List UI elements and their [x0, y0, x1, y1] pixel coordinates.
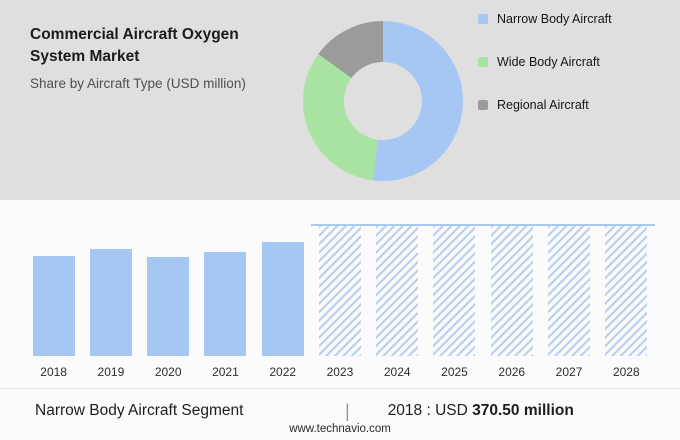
x-axis-label: 2027 [555, 365, 583, 379]
legend-label: Narrow Body Aircraft [497, 12, 612, 26]
forecast-top-line [311, 224, 655, 226]
title-block: Commercial Aircraft Oxygen System Market… [30, 24, 292, 91]
x-axis-label: 2024 [383, 365, 411, 379]
value-unit: million [523, 402, 574, 419]
x-axis-label: 2023 [326, 365, 354, 379]
forecast-bar [605, 226, 648, 356]
forecast-bar [548, 226, 591, 356]
x-axis-label: 2020 [154, 365, 182, 379]
value-bar [147, 257, 190, 356]
bar-column [254, 226, 311, 356]
value-bar [89, 249, 132, 356]
x-axis-label: 2028 [612, 365, 640, 379]
value-bar [32, 255, 75, 356]
forecast-bar [490, 226, 533, 356]
x-axis-label: 2022 [269, 365, 297, 379]
x-axis-label: 2019 [97, 365, 125, 379]
bar-column [598, 226, 655, 356]
bar-column [426, 226, 483, 356]
legend-item: Wide Body Aircraft [478, 55, 612, 69]
bar-column [140, 226, 197, 356]
legend-label: Regional Aircraft [497, 98, 589, 112]
bar-chart: 2018 2019 2020 2021 2022 2023 2024 2025 2026 2027… [25, 224, 655, 379]
pipe-separator: | [345, 400, 350, 421]
chart-legend: Narrow Body Aircraft Wide Body Aircraft Re… [478, 12, 612, 141]
bar-column [311, 226, 368, 356]
segment-value: 2018 : USD 370.50 million [388, 402, 574, 420]
summary-divider [0, 388, 680, 389]
bar-chart-panel: 2018 2019 2020 2021 2022 2023 2024 2025 2026 2027… [0, 200, 680, 440]
x-axis-label: 2025 [441, 365, 468, 379]
bar-plot-area [25, 224, 655, 356]
value-number: 370.50 [472, 402, 520, 419]
page-title: Commercial Aircraft Oxygen System Market [30, 26, 239, 66]
bar-column [369, 226, 426, 356]
value-prefix: 2018 : USD [387, 402, 468, 419]
legend-swatch-icon [478, 14, 488, 24]
forecast-bar [376, 226, 419, 356]
forecast-bar [433, 226, 476, 356]
x-axis-label: 2026 [498, 365, 526, 379]
forecast-bar [318, 226, 361, 356]
page-subtitle: Share by Aircraft Type (USD million) [30, 75, 246, 91]
x-axis-label: 2021 [212, 365, 239, 379]
legend-swatch-icon [478, 57, 488, 67]
donut-hole [344, 62, 422, 140]
source-url: www.technavio.com [289, 423, 391, 435]
value-bar [204, 251, 247, 356]
bar-column [483, 226, 540, 356]
header-panel: Commercial Aircraft Oxygen System Market… [0, 0, 680, 200]
value-bar [261, 242, 304, 356]
segment-label: Narrow Body Aircraft Segment [35, 402, 244, 419]
summary-bar: Narrow Body Aircraft Segment | 2018 : US… [35, 396, 655, 426]
legend-swatch-icon [478, 100, 488, 110]
donut-chart [303, 21, 463, 181]
legend-label: Wide Body Aircraft [497, 55, 600, 69]
bar-column [197, 226, 254, 356]
legend-item: Narrow Body Aircraft [478, 12, 612, 26]
legend-item: Regional Aircraft [478, 98, 612, 112]
bar-column [25, 226, 82, 356]
bar-column [82, 226, 139, 356]
bar-column [540, 226, 597, 356]
x-axis: 2018 2019 2020 2021 2022 2023 2024 2025 2026 2027… [25, 365, 655, 379]
x-axis-label: 2018 [40, 365, 67, 379]
